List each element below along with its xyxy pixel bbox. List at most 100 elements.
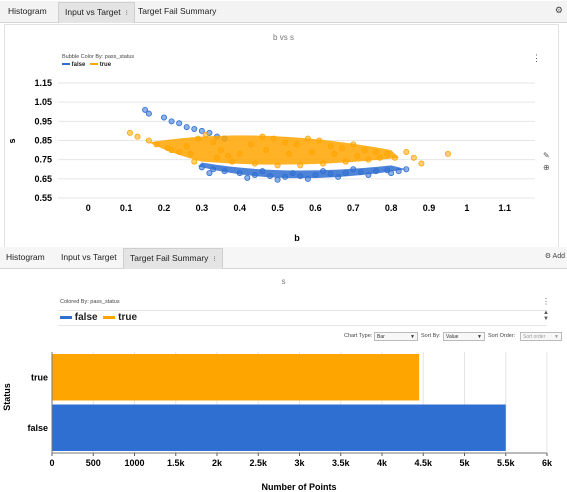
x-tick-label: 2.5k [249, 458, 268, 468]
bar-legend-title: Colored By: pass_status [60, 299, 120, 305]
x-tick-label: 0.4 [233, 203, 246, 213]
scatter-point-false [142, 106, 149, 113]
tab-input-vs-target-2[interactable]: Input vs Target [55, 247, 123, 268]
x-tick-label: 1000 [124, 458, 144, 468]
x-tick-label: 0.7 [347, 203, 360, 213]
scatter-point-false [198, 127, 205, 134]
chart-type-select[interactable]: Bar ▼ [374, 332, 418, 341]
tab-label: Target Fail Summary [138, 6, 217, 16]
bottom-tab-bar: Histogram Input vs Target Target Fail Su… [0, 247, 567, 269]
x-tick-label: 4k [377, 458, 388, 468]
x-tick-label: 0 [49, 458, 54, 468]
sort-by-value: Value [446, 334, 459, 340]
scatter-point-false [168, 118, 175, 125]
tab-histogram[interactable]: Histogram [2, 1, 53, 22]
tab-input-vs-target[interactable]: Input vs Target ⁝ [58, 2, 135, 23]
scatter-chart: 1.15 1.05 0.95 0.85 0.75 0.65 0.55 0 0.1 0.2 0.3 0.… [7, 78, 535, 243]
x-tick-label: 5.5k [497, 458, 516, 468]
legend-swatch-false [60, 315, 72, 319]
scatter-y-axis-label: s [7, 138, 17, 143]
more-vertical-icon[interactable]: ⋮ [532, 53, 541, 63]
y-tick-label: false [27, 423, 48, 433]
y-tick-label: 1.15 [34, 78, 52, 88]
y-tick-label: 0.55 [34, 193, 52, 203]
x-tick-label: 0.8 [385, 203, 398, 213]
scatter-title: b vs s [273, 33, 294, 42]
scatter-point-true [134, 133, 141, 140]
scatter-x-axis-label: b [294, 233, 300, 243]
y-tick-label: 0.95 [34, 116, 52, 126]
tab-target-fail-summary[interactable]: Target Fail Summary [132, 1, 222, 22]
y-tick-label: 0.65 [34, 174, 52, 184]
bar-title: s [281, 277, 286, 286]
tab-label: Target Fail Summary [130, 253, 209, 263]
bar-x-axis-label: Number of Points [261, 482, 336, 492]
x-tick-label: 6k [542, 458, 553, 468]
legend-label-false[interactable]: false [74, 312, 98, 323]
zoom-icon[interactable]: ⊕ [543, 163, 550, 172]
tab-histogram-2[interactable]: Histogram [0, 247, 51, 268]
scatter-point-false [191, 126, 198, 133]
chevron-down-icon: ▼ [554, 334, 559, 340]
tab-menu-icon[interactable]: ⁝ [125, 10, 128, 17]
add-tab-button[interactable]: ⚙ Add [544, 253, 565, 260]
scatter-point-true [126, 129, 133, 136]
scatter-point-false [176, 120, 183, 127]
x-tick-label: 1 [464, 203, 469, 213]
tab-label: Histogram [8, 6, 47, 16]
bar-legend: false true ▲ ▼ [58, 310, 549, 326]
sort-by-select[interactable]: Value ▼ [443, 332, 485, 341]
y-tick-label: 1.05 [34, 97, 52, 107]
legend-label-true[interactable]: true [118, 312, 138, 323]
chevron-down-icon: ▼ [477, 334, 482, 340]
x-tick-label: 0 [86, 203, 91, 213]
x-tick-label: 1.5k [167, 458, 186, 468]
sort-order-label: Sort Order: [488, 333, 516, 339]
sort-by-label: Sort By: [421, 333, 441, 339]
scatter-point-false [160, 114, 167, 121]
scatter-point-true [145, 137, 152, 144]
scatter-legend-title: Bubble Color By: pass_status [62, 54, 135, 60]
y-tick-label: 0.85 [34, 136, 52, 146]
x-tick-label: 500 [86, 458, 101, 468]
bar-true[interactable] [52, 354, 420, 401]
add-tab-label: Add [552, 253, 565, 260]
scatter-point-true [403, 148, 410, 155]
scatter-point-false [183, 124, 190, 131]
tab-label: Input vs Target [65, 7, 121, 17]
chart-type-label: Chart Type: [344, 333, 373, 339]
x-tick-label: 5k [459, 458, 470, 468]
scatter-legend: false true [62, 62, 111, 68]
chart-type-value: Bar [377, 334, 385, 340]
legend-scroll-arrows[interactable]: ▲ ▼ [543, 310, 549, 322]
x-tick-label: 0.5 [271, 203, 284, 213]
scatter-point-false [244, 174, 251, 181]
bar-y-axis-label: Status [2, 383, 12, 411]
false-density-band [198, 162, 407, 179]
y-tick-label: 0.75 [34, 155, 52, 165]
tab-label: Input vs Target [61, 252, 117, 262]
bar-false[interactable] [52, 404, 506, 452]
more-vertical-icon[interactable]: ⋮ [542, 297, 550, 306]
legend-label-false[interactable]: false [71, 62, 86, 68]
sort-order-value: Sort order [523, 334, 546, 340]
tab-label: Histogram [6, 252, 45, 262]
sort-order-select[interactable]: Sort order ▼ [520, 332, 562, 341]
x-tick-label: 2k [212, 458, 223, 468]
tab-target-fail-summary-2[interactable]: Target Fail Summary ⁝ [123, 248, 223, 269]
pencil-icon[interactable]: ✎ [543, 151, 550, 160]
chevron-down-icon: ▼ [410, 334, 415, 340]
true-density-band [148, 135, 399, 165]
legend-label-true[interactable]: true [99, 62, 112, 68]
x-tick-label: 0.6 [309, 203, 322, 213]
y-tick-label: true [31, 372, 48, 382]
gear-icon[interactable]: ⚙ [554, 5, 563, 15]
x-tick-label: 0.2 [158, 203, 171, 213]
scatter-point-true [444, 150, 451, 157]
scatter-point-true [418, 160, 425, 167]
x-tick-label: 0.3 [196, 203, 209, 213]
top-tab-bar: Histogram Input vs Target ⁝ Target Fail S… [0, 1, 567, 23]
legend-swatch-true [103, 315, 116, 319]
tab-menu-icon[interactable]: ⁝ [213, 256, 216, 263]
